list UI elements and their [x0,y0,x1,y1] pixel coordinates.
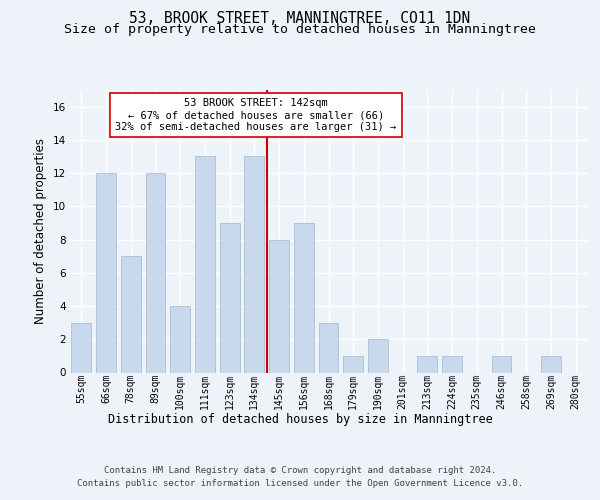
Bar [442,356,462,372]
Bar [71,322,91,372]
Bar [96,173,116,372]
Bar [418,356,437,372]
Bar [294,223,314,372]
Bar [170,306,190,372]
Bar [269,240,289,372]
Text: Contains HM Land Registry data © Crown copyright and database right 2024.: Contains HM Land Registry data © Crown c… [104,466,496,475]
Text: Contains public sector information licensed under the Open Government Licence v3: Contains public sector information licen… [77,478,523,488]
Text: Distribution of detached houses by size in Manningtree: Distribution of detached houses by size … [107,412,493,426]
Y-axis label: Number of detached properties: Number of detached properties [34,138,47,324]
Bar [244,156,264,372]
Text: 53, BROOK STREET, MANNINGTREE, CO11 1DN: 53, BROOK STREET, MANNINGTREE, CO11 1DN [130,11,470,26]
Bar [146,173,166,372]
Bar [491,356,511,372]
Text: 53 BROOK STREET: 142sqm
← 67% of detached houses are smaller (66)
32% of semi-de: 53 BROOK STREET: 142sqm ← 67% of detache… [115,98,397,132]
Bar [195,156,215,372]
Bar [121,256,140,372]
Bar [319,322,338,372]
Bar [368,340,388,372]
Bar [220,223,239,372]
Bar [343,356,363,372]
Text: Size of property relative to detached houses in Manningtree: Size of property relative to detached ho… [64,22,536,36]
Bar [541,356,561,372]
